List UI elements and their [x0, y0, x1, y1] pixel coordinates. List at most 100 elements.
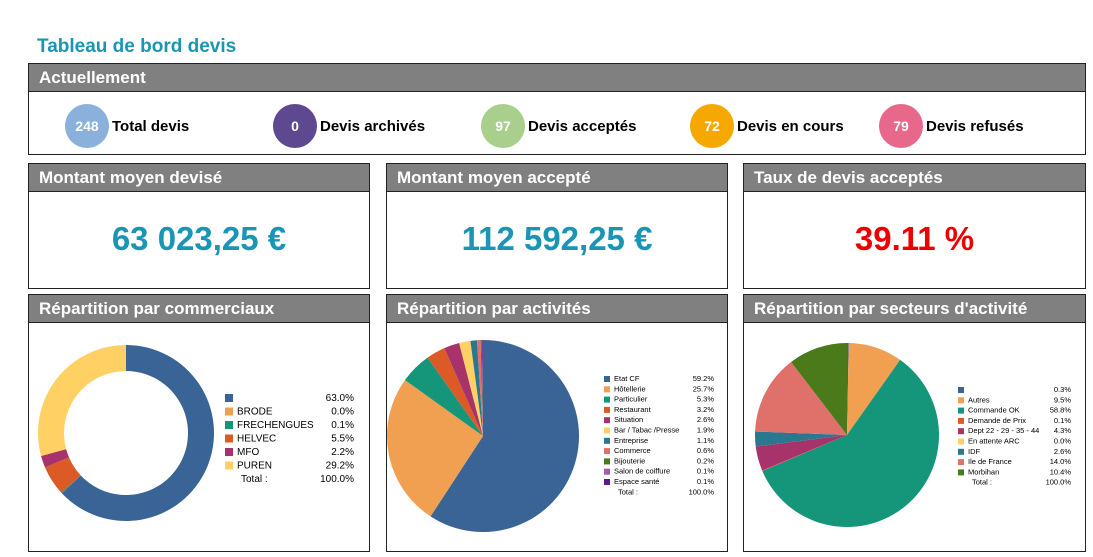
legend-label: MFO: [237, 447, 259, 458]
legend-label: En attente ARC: [968, 437, 1020, 446]
kpi-value: 63 023,25 €: [111, 220, 287, 257]
legend-value: 0.2%: [697, 456, 714, 465]
pie-slice: [755, 435, 847, 471]
kpi-header: Taux de devis acceptés: [744, 164, 1085, 192]
legend-swatch: [958, 417, 964, 424]
legend-swatch: [604, 448, 610, 455]
pie-slice: [755, 361, 847, 435]
status-label: Devis refusés: [926, 117, 1024, 135]
pie-slice: [470, 340, 483, 436]
legend-value: 0.1%: [697, 477, 714, 486]
legend-value: 25.7%: [693, 384, 715, 393]
pie-slice: [791, 343, 847, 435]
legend-value: 0.0%: [331, 407, 354, 418]
pie-slice: [387, 380, 483, 517]
legend-value: 1.1%: [697, 436, 714, 445]
pie-slice: [480, 340, 483, 436]
legend-swatch: [225, 448, 233, 456]
pie-slice: [482, 340, 483, 436]
kpi-montant-moyen-devise: Montant moyen devisé 63 023,25 €: [28, 163, 370, 289]
legend-swatch: [604, 437, 610, 444]
legend-label: Dept 22 - 29 - 35 - 44: [968, 426, 1039, 435]
legend-value: 4.3%: [1054, 426, 1071, 435]
pie-slice: [755, 431, 847, 447]
legend-swatch: [958, 428, 964, 435]
legend-swatch: [958, 459, 964, 466]
legend-label: Demande de Prix: [968, 416, 1026, 425]
chart-activites: Etat CF 59.2% Hôtellerie 25.7% Particulier 5.…: [387, 340, 715, 532]
legend-value: 1.9%: [697, 426, 714, 435]
chart-secteurs-panel: Répartition par secteurs d'activité 0.3%…: [743, 294, 1086, 552]
actuellement-panel: Actuellement 248 Total devis 0 Devis arc…: [28, 63, 1086, 155]
pie-slice: [459, 340, 483, 436]
status-devis-archives[interactable]: 0 Devis archivés: [273, 104, 425, 148]
count-circle: 79: [879, 104, 923, 148]
legend-value: 2.2%: [331, 447, 354, 458]
status-devis-en-cours[interactable]: 72 Devis en cours: [690, 104, 844, 148]
legend-value: 0.3%: [1054, 385, 1071, 394]
legend-value: 10.4%: [1050, 467, 1072, 476]
legend-total-value: 100.0%: [320, 474, 354, 485]
legend-value: 58.8%: [1050, 406, 1072, 415]
count-circle: 0: [273, 104, 317, 148]
legend-swatch: [225, 434, 233, 443]
legend-value: 0.0%: [1054, 437, 1071, 446]
legend-swatch: [958, 387, 964, 393]
kpi-value: 112 592,25 €: [461, 220, 653, 257]
legend-total-value: 100.0%: [689, 487, 715, 496]
legend-swatch: [604, 427, 610, 434]
count-circle: 248: [65, 104, 109, 148]
chart-title: Répartition par activités: [387, 295, 727, 323]
legend-label: Bar / Tabac /Presse: [614, 426, 679, 435]
legend-label: Ile de France: [968, 457, 1012, 466]
pie-slice: [847, 343, 901, 435]
pie-slice: [61, 345, 214, 521]
legend-value: 0.1%: [1054, 416, 1071, 425]
legend-swatch: [604, 458, 610, 465]
chart-commerciaux: 63.0% BRODE 0.0% FRECHENGUES 0.1% HELVEC 5.5% M…: [38, 345, 354, 521]
legend-swatch: [604, 376, 610, 382]
legend-swatch: [225, 421, 233, 429]
pie-slice: [38, 345, 126, 456]
legend-swatch: [604, 396, 610, 403]
legend-label: BRODE: [237, 407, 273, 418]
pie-slice: [847, 343, 849, 435]
status-label: Devis acceptés: [528, 117, 637, 135]
legend-total-value: 100.0%: [1046, 478, 1072, 487]
legend-total-label: Total :: [241, 474, 268, 485]
chart-title: Répartition par commerciaux: [29, 295, 369, 323]
count-circle: 97: [481, 104, 525, 148]
legend-label: Entreprise: [614, 436, 648, 445]
kpi-montant-moyen-accepte: Montant moyen accepté 112 592,25 €: [386, 163, 728, 289]
legend-swatch: [225, 407, 233, 416]
legend-label: Morbihan: [968, 467, 999, 476]
kpi-header: Montant moyen devisé: [29, 164, 369, 192]
status-devis-acceptes[interactable]: 97 Devis acceptés: [481, 104, 636, 148]
legend-swatch: [958, 407, 964, 414]
status-label: Total devis: [112, 117, 190, 135]
legend-label: FRECHENGUES: [237, 420, 314, 431]
legend-swatch: [604, 468, 610, 475]
legend-label: Espace santé: [614, 477, 659, 486]
legend-value: 63.0%: [326, 393, 354, 404]
legend-label: Restaurant: [614, 405, 652, 414]
page-title: Tableau de bord devis: [37, 36, 237, 57]
pie-slice: [427, 348, 483, 436]
actuellement-header: Actuellement: [29, 64, 1085, 92]
legend-value: 9.5%: [1054, 395, 1071, 404]
legend-label: Situation: [614, 415, 643, 424]
pie-slice: [430, 340, 579, 532]
status-total-devis[interactable]: 248 Total devis: [65, 104, 189, 148]
legend-label: Commande OK: [968, 406, 1020, 415]
legend-swatch: [604, 417, 610, 424]
legend-swatch: [604, 386, 610, 393]
legend-label: Autres: [968, 395, 990, 404]
legend-value: 0.1%: [331, 420, 354, 431]
legend-value: 14.0%: [1050, 457, 1072, 466]
count-circle: 72: [690, 104, 734, 148]
legend-value: 5.5%: [331, 434, 354, 445]
pie-slice: [476, 340, 483, 436]
status-devis-refuses[interactable]: 79 Devis refusés: [879, 104, 1024, 148]
legend-swatch: [958, 397, 964, 404]
legend-swatch: [958, 469, 964, 476]
